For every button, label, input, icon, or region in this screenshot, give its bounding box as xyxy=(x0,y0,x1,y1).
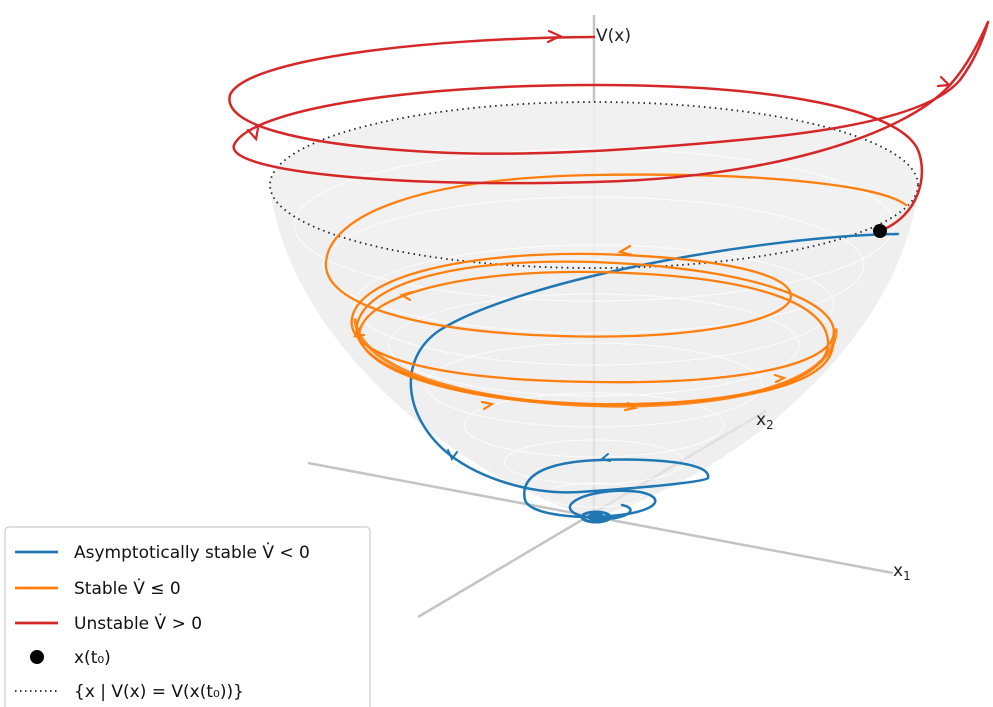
legend-label-stable: Stable V̇ ≤ 0 xyxy=(74,578,181,599)
legend-label-initial-point: x(t₀) xyxy=(74,648,111,668)
surface-rim xyxy=(270,102,918,268)
legend-box xyxy=(4,526,371,707)
stable-trajectory xyxy=(324,173,908,412)
surface-mesh xyxy=(293,148,895,508)
legend-label-level-set: {x | V(x) = V(x(t₀))} xyxy=(74,682,244,702)
legend: Asymptotically stable V̇ < 0 Stable V̇ ≤… xyxy=(4,526,371,707)
paraboloid-surface xyxy=(270,102,918,518)
vertical-axis-label: V(x) xyxy=(596,26,631,46)
unstable-trajectory xyxy=(228,20,990,233)
x2-axis-label: x2 xyxy=(756,410,774,432)
legend-label-asymptotically-stable: Asymptotically stable V̇ < 0 xyxy=(74,542,310,563)
legend-label-unstable: Unstable V̇ > 0 xyxy=(74,613,202,634)
initial-point-marker xyxy=(873,224,887,238)
level-set-curve xyxy=(269,101,919,269)
asymptotically-stable-trajectory xyxy=(409,232,900,524)
legend-swatch-initial-point xyxy=(30,650,44,664)
x1-axis-label: x1 xyxy=(893,561,911,583)
